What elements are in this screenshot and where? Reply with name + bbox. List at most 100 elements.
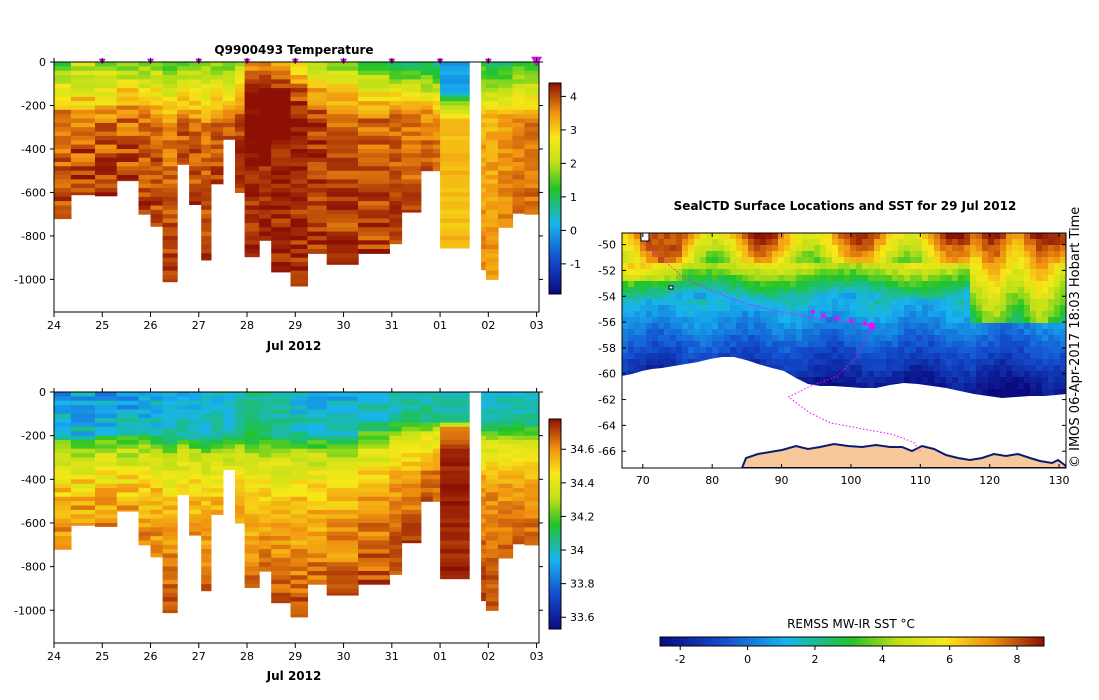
sst-cell: [676, 329, 683, 336]
sst-cell: [946, 383, 953, 390]
sst-cell: [1024, 275, 1031, 282]
data-cell: [235, 453, 246, 459]
sst-cell: [916, 275, 923, 282]
sst-cell: [628, 275, 635, 282]
data-cell: [116, 122, 139, 128]
sst-cell: [898, 323, 905, 330]
data-cell: [235, 175, 246, 180]
sst-cell: [874, 257, 881, 264]
sst-cell: [742, 299, 749, 306]
data-cell: [271, 96, 292, 102]
sst-cell: [898, 293, 905, 300]
data-cell: [290, 96, 308, 102]
data-cell: [440, 135, 470, 141]
sst-cell: [922, 317, 929, 324]
data-cell: [210, 166, 224, 172]
data-cell: [54, 144, 72, 150]
sst-cell: [670, 257, 677, 264]
sst-cell: [784, 251, 791, 258]
sst-cell: [802, 335, 809, 342]
sst-cell: [832, 269, 839, 276]
data-cell: [244, 575, 260, 581]
data-cell: [432, 440, 441, 445]
data-cell: [401, 192, 422, 198]
data-cell: [326, 131, 359, 137]
data-cell: [485, 557, 499, 563]
data-cell: [54, 135, 72, 141]
sst-cell: [694, 323, 701, 330]
data-cell: [389, 131, 403, 137]
sst-cell: [928, 287, 935, 294]
sst-cell: [742, 239, 749, 246]
data-cell: [222, 62, 236, 67]
sst-cell: [1060, 233, 1066, 240]
data-cell: [244, 127, 260, 133]
data-cell: [162, 492, 178, 498]
data-cell: [189, 488, 202, 493]
data-cell: [290, 275, 308, 280]
sst-cell: [994, 347, 1001, 354]
data-cell: [498, 426, 514, 432]
sst-cell: [868, 353, 875, 360]
data-cell: [524, 457, 539, 463]
sst-cell: [946, 263, 953, 270]
data-cell: [162, 579, 178, 585]
x-tick-label: 26: [144, 650, 158, 663]
sst-cell: [862, 335, 869, 342]
data-cell: [162, 118, 178, 124]
sst-cell: [682, 281, 689, 288]
data-cell: [481, 579, 487, 585]
data-cell: [389, 153, 403, 159]
data-cell: [244, 135, 260, 141]
sst-cell: [832, 335, 839, 342]
data-cell: [116, 79, 139, 85]
sst-cell: [826, 371, 833, 378]
sst-cell: [1006, 389, 1013, 396]
sst-cell: [742, 257, 749, 264]
sst-cell: [856, 353, 863, 360]
data-cell: [54, 527, 72, 533]
sst-cell: [862, 311, 869, 318]
sst-cell: [700, 287, 707, 294]
data-cell: [177, 122, 190, 128]
sst-cell: [898, 335, 905, 342]
sst-cell: [1024, 263, 1031, 270]
sst-cell: [694, 257, 701, 264]
sst-cell: [904, 329, 911, 336]
data-cell: [512, 122, 526, 128]
data-cell: [244, 400, 260, 406]
sst-cell: [886, 329, 893, 336]
data-cell: [485, 157, 499, 163]
data-cell: [326, 413, 359, 419]
sst-cell: [634, 305, 641, 312]
data-cell: [485, 435, 499, 441]
sst-cell: [658, 305, 665, 312]
sst-cell: [652, 317, 659, 324]
data-cell: [307, 140, 328, 146]
data-cell: [235, 183, 246, 189]
data-cell: [150, 483, 164, 489]
profile-column: [512, 62, 526, 214]
data-cell: [259, 496, 272, 502]
data-cell: [420, 413, 434, 419]
sst-cell: [922, 281, 929, 288]
sst-cell: [856, 371, 863, 378]
sst-cell: [652, 233, 659, 240]
data-cell: [440, 474, 470, 480]
sst-cell: [802, 311, 809, 318]
sst-cell: [1036, 257, 1043, 264]
profile-column: [138, 392, 152, 546]
sst-cell: [808, 257, 815, 264]
sst-cell: [766, 317, 773, 324]
data-cell: [485, 584, 499, 590]
data-cell: [54, 66, 72, 72]
sst-cell: [718, 311, 725, 318]
sst-cell: [724, 305, 731, 312]
data-cell: [259, 227, 272, 233]
sst-cell: [940, 347, 947, 354]
sst-cell: [898, 347, 905, 354]
sst-cell: [754, 299, 761, 306]
data-cell: [162, 188, 178, 193]
sst-cell: [844, 239, 851, 246]
data-cell: [481, 249, 487, 254]
